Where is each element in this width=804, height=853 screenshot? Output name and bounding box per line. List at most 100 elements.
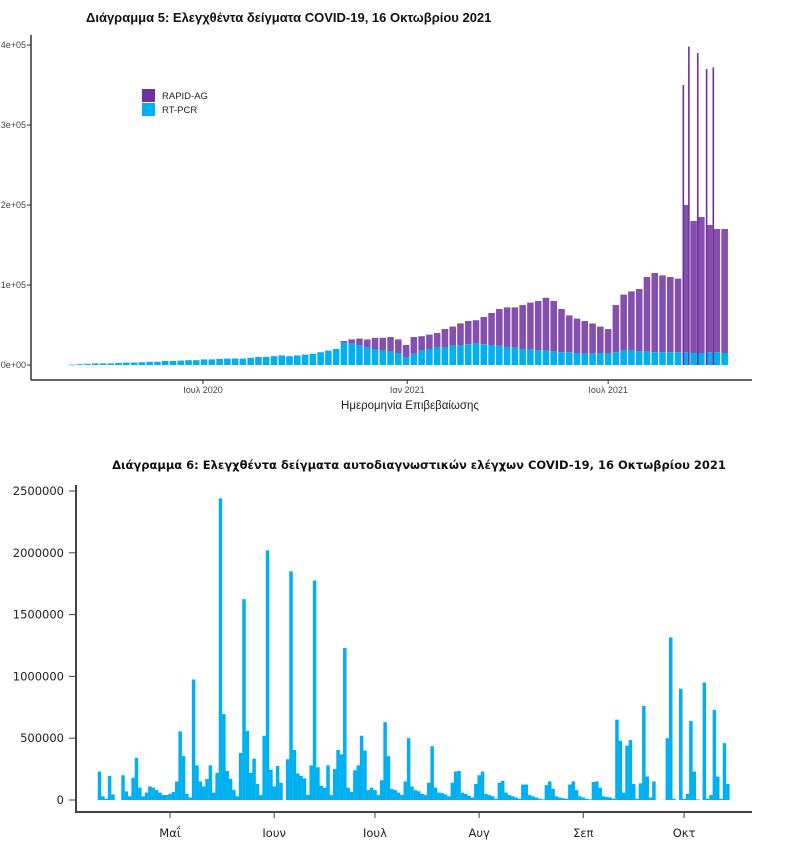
bar-rapid-ag [628,291,635,351]
bar-rt-pcr [426,349,433,365]
bar-self-test [679,688,683,800]
bar-rt-pcr [286,356,293,365]
bar-self-test [410,786,414,800]
bar-rapid-ag [682,205,690,353]
bar-rapid-ag [449,326,456,346]
bar-self-test [608,797,612,800]
bar-self-test [668,637,673,800]
bar-rt-pcr [154,361,161,365]
bar-rt-pcr [659,352,666,365]
bar-rt-pcr [239,358,247,365]
bar-rapid-ag [666,277,674,353]
bar-self-test [171,791,176,800]
bar-self-test [665,738,670,800]
bar-rapid-ag [464,321,472,345]
bar-self-test [238,753,243,800]
bar-rapid-ag [674,278,682,353]
bar-rt-pcr [581,353,589,365]
bar-self-test [521,784,525,800]
bar-self-test [393,790,397,800]
bar-self-test [369,787,374,800]
x-tick-label: Ιουλ [363,826,387,840]
bar-rapid-ag [651,273,659,353]
bar-self-test [514,797,518,800]
bar-self-test [104,798,108,800]
bar-self-test [161,795,166,800]
bar-self-test [316,767,320,800]
bar-rt-pcr [99,363,107,365]
bar-self-test [252,758,256,800]
bar-self-test [201,786,206,800]
bar-rt-pcr [387,351,394,365]
bar-self-test [306,795,310,800]
bar-self-test [222,714,226,800]
bar-self-test [215,772,219,800]
bar-rt-pcr [161,361,169,365]
bar-self-test [302,778,307,800]
bar-rt-pcr [216,359,223,365]
bar-rapid-ag [410,337,418,354]
bar-rapid-ag-peak [705,69,708,365]
bar-rt-pcr [332,349,340,365]
bar-rt-pcr [402,357,410,365]
bar-self-test [507,795,512,800]
bar-rt-pcr [363,347,371,365]
bar-rt-pcr [68,364,76,366]
bar-rt-pcr [488,345,495,365]
bar-rt-pcr [472,343,480,365]
bar-rt-pcr [713,352,721,365]
bar-rapid-ag [527,302,534,349]
bar-rt-pcr [270,356,278,365]
bar-rt-pcr [534,350,542,365]
x-tick-label: Ιουλ 2021 [588,385,627,395]
bar-self-test [279,782,283,800]
bar-rapid-ag [402,345,410,357]
bar-self-test [464,793,468,800]
bar-self-test [101,796,105,800]
bar-self-test [591,782,596,800]
bar-rt-pcr [597,353,604,365]
bar-rt-pcr [92,363,99,365]
bar-self-test [709,795,713,800]
bar-self-test [296,773,300,800]
bar-rt-pcr [527,349,534,365]
bar-self-test [689,720,693,800]
bar-rapid-ag-peak [712,67,715,366]
bar-self-test [628,740,633,800]
bar-rt-pcr [698,353,705,365]
bar-self-test [121,775,125,800]
bar-rapid-ag [659,275,666,353]
y-tick-label: 0e+00 [1,360,26,370]
bar-self-test [235,796,240,800]
bar-rt-pcr [185,360,192,365]
bar-self-test [447,796,451,800]
chart-6-title: Διάγραμμα 6: Ελεγχθέντα δείγματα αυτοδια… [112,458,726,472]
x-tick-label: Οκτ [673,826,696,840]
bar-self-test [477,775,481,800]
bar-self-test [621,792,626,800]
bar-self-test [682,798,686,800]
bar-rt-pcr [612,352,620,365]
y-tick-label: 500000 [20,731,64,745]
bar-rt-pcr [193,360,200,365]
bar-self-test [648,797,653,800]
bar-rt-pcr [115,363,122,365]
bar-self-test [652,781,656,800]
bar-rt-pcr [317,352,324,365]
bar-self-test [558,797,562,800]
bar-rt-pcr [651,352,659,365]
bar-self-test [551,788,555,800]
bar-rt-pcr [682,352,690,365]
bar-self-test [326,765,330,800]
bar-self-test [265,550,270,800]
y-tick-label: 2500000 [13,484,64,498]
bar-rapid-ag [713,229,721,353]
bar-self-test [390,788,394,800]
bar-self-test [413,790,418,800]
bar-self-test [329,795,334,800]
bar-self-test [406,738,411,800]
bar-self-test [111,794,115,800]
bar-self-test [548,781,552,800]
bar-rapid-ag [379,337,387,351]
bar-rapid-ag [534,301,542,351]
